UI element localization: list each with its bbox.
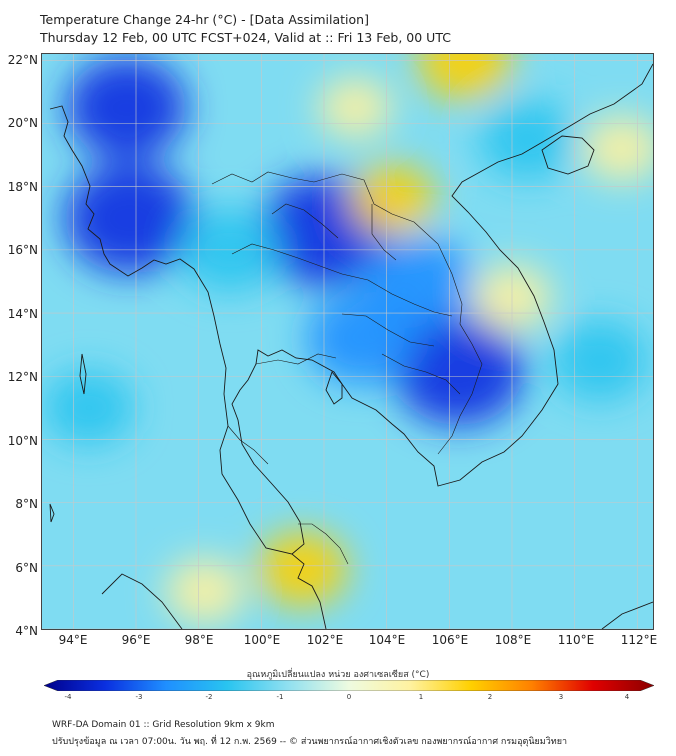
- field-anomaly: [581, 115, 653, 182]
- temperature-field: [44, 54, 653, 625]
- map-subtitle: Thursday 12 Feb, 00 UTC FCST+024, Valid …: [40, 30, 451, 45]
- field-anomaly: [479, 99, 576, 180]
- colorbar-tick-label: 4: [624, 693, 630, 701]
- field-anomaly: [318, 77, 393, 139]
- lat-label-22n: 22°N: [7, 53, 38, 67]
- field-anomaly: [417, 54, 513, 101]
- lat-label-20n: 20°N: [7, 116, 38, 130]
- field-anomaly: [350, 164, 435, 235]
- lat-label-10n: 10°N: [7, 434, 38, 448]
- colorbar: [44, 680, 654, 691]
- map-canvas: [42, 54, 653, 629]
- lon-label-94e: 94°E: [58, 633, 88, 647]
- lon-label-98e: 98°E: [184, 633, 214, 647]
- field-anomaly: [393, 314, 524, 426]
- field-anomaly: [363, 234, 473, 328]
- lat-label-8n: 8°N: [15, 497, 38, 511]
- temperature-change-map: [41, 53, 654, 630]
- country-borders: [211, 171, 483, 565]
- field-anomaly: [44, 370, 134, 446]
- colorbar-tick-label: 2: [487, 693, 493, 701]
- colorbar-tick-label: -1: [276, 693, 284, 701]
- lat-label-14n: 14°N: [7, 307, 38, 321]
- colorbar-bar: [44, 680, 654, 691]
- colorbar-tick-label: -2: [205, 693, 213, 701]
- lat-label-12n: 12°N: [7, 370, 38, 384]
- colorbar-title: อุณหภูมิเปลี่ยนแปลง หน่วย องศาเซลเซียส (…: [246, 670, 430, 680]
- map-title: Temperature Change 24-hr (°C) - [Data As…: [40, 12, 369, 27]
- lon-label-102e: 102°E: [306, 633, 344, 647]
- lon-label-108e: 108°E: [494, 633, 532, 647]
- lon-label-100e: 100°E: [243, 633, 281, 647]
- colorbar-tick-label: 3: [558, 693, 564, 701]
- lat-label-18n: 18°N: [7, 180, 38, 194]
- lon-label-106e: 106°E: [431, 633, 469, 647]
- field-anomaly: [551, 320, 648, 401]
- field-anomaly: [66, 56, 187, 159]
- lon-label-96e: 96°E: [121, 633, 151, 647]
- coastlines: [49, 63, 653, 629]
- colorbar-tick-label: -3: [135, 693, 143, 701]
- colorbar-tick-label: 1: [418, 693, 424, 701]
- footer-credits: ปรับปรุงข้อมูล ณ เวลา 07:00น. วัน พฤ. ที…: [52, 737, 568, 747]
- field-anomaly: [64, 162, 195, 274]
- lon-label-110e: 110°E: [557, 633, 595, 647]
- colorbar-tick-label: 0: [346, 693, 352, 701]
- lon-label-112e: 112°E: [620, 633, 658, 647]
- footer-model-info: WRF-DA Domain 01 :: Grid Resolution 9km …: [52, 720, 275, 730]
- graticule: [42, 54, 653, 629]
- field-anomaly: [164, 558, 245, 625]
- lon-label-104e: 104°E: [368, 633, 406, 647]
- lat-label-6n: 6°N: [15, 561, 38, 575]
- colorbar-tick-label: -4: [64, 693, 72, 701]
- lat-label-16n: 16°N: [7, 243, 38, 257]
- lat-label-4n: 4°N: [15, 624, 38, 638]
